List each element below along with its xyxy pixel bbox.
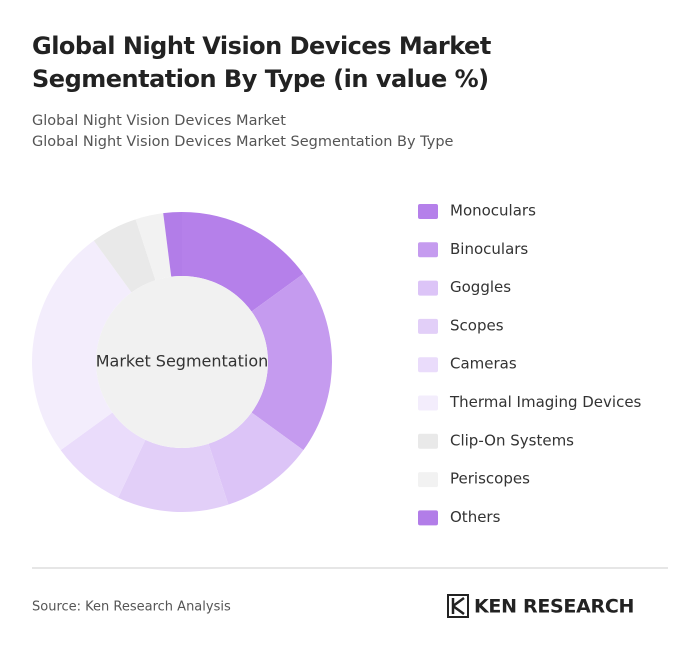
donut-slice [93,219,156,293]
legend-label: Periscopes [450,470,530,488]
legend-swatch [418,357,438,373]
donut-slice [208,412,304,505]
legend-label: Monoculars [450,202,536,220]
legend-label: Binoculars [450,240,528,258]
subtitle: Global Night Vision Devices Market Segme… [32,134,454,150]
legend-label: Others [450,508,501,526]
legend-swatch [418,433,438,449]
legend-swatch [418,280,438,296]
legend-label: Scopes [450,316,504,334]
source: Source: Ken Research Analysis [32,600,231,615]
donut-hole [96,276,268,448]
legend-label: Goggles [450,278,511,296]
donut-slice [60,412,146,498]
legend-swatch [418,510,438,526]
legend-label: Thermal Imaging Devices [449,393,642,411]
brand-name: KEN RESEARCH [474,596,634,618]
donut-slice [31,240,132,451]
donut-slice [251,273,332,451]
legend-swatch [418,204,438,219]
legend-swatch [418,318,438,334]
donut-slice [135,213,172,281]
chart-title: Global Night Vision Devices Market Segme… [32,32,491,93]
donut-slice [118,439,229,512]
legend-label: Cameras [450,355,517,373]
subtitle: Global Night Vision Devices Market [32,113,286,129]
donut-slice [182,212,304,312]
legend-label: Clip-On Systems [450,431,574,449]
legend-swatch [418,242,438,258]
legend-swatch [418,395,438,411]
brand-logo [447,594,469,618]
center-label: Market Segmentation [96,352,269,371]
donut-slice [163,212,182,277]
legend-swatch [418,472,438,488]
